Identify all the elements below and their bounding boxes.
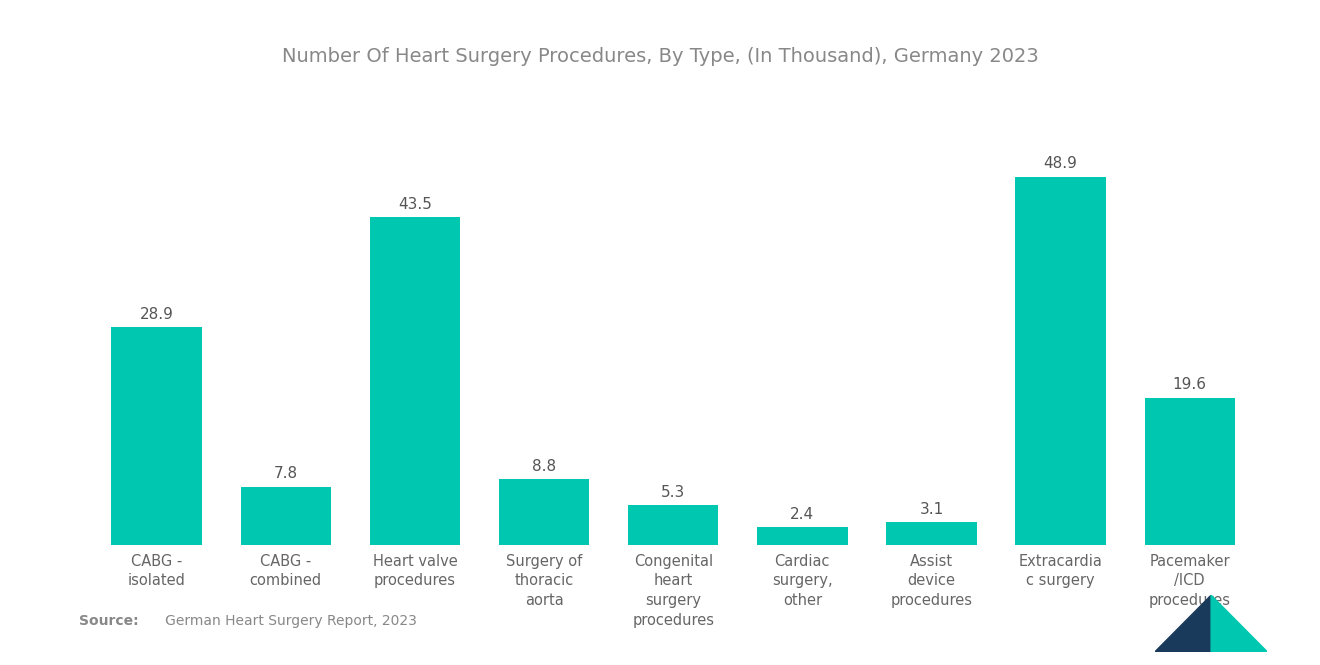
Text: 28.9: 28.9 [140,307,174,323]
Text: 7.8: 7.8 [273,466,298,481]
Text: 8.8: 8.8 [532,459,556,473]
Text: German Heart Surgery Report, 2023: German Heart Surgery Report, 2023 [152,614,417,628]
Bar [758,527,847,545]
Bar [1015,177,1106,545]
Bar [886,522,977,545]
Text: 43.5: 43.5 [399,198,432,212]
Bar [240,487,331,545]
Bar [499,479,589,545]
Bar [370,217,461,545]
Polygon shape [1155,595,1212,652]
Text: 2.4: 2.4 [791,507,814,522]
Bar [628,505,718,545]
Bar [111,327,202,545]
Text: 3.1: 3.1 [919,501,944,517]
Text: 19.6: 19.6 [1172,377,1206,392]
Text: 48.9: 48.9 [1044,156,1077,172]
Text: Number Of Heart Surgery Procedures, By Type, (In Thousand), Germany 2023: Number Of Heart Surgery Procedures, By T… [281,47,1039,66]
Text: Source:: Source: [79,614,139,628]
Polygon shape [1212,595,1267,652]
Text: 5.3: 5.3 [661,485,685,500]
Bar [1144,398,1236,545]
